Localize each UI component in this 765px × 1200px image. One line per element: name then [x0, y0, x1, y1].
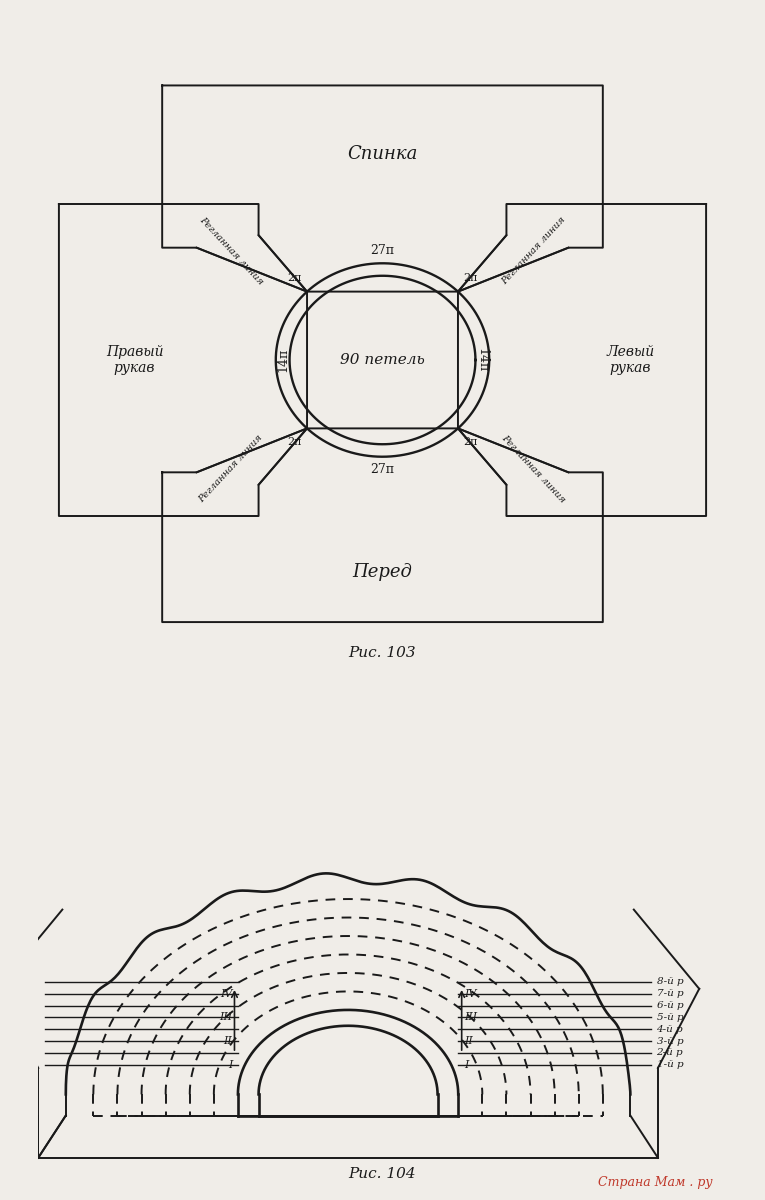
Text: 1-й р: 1-й р	[656, 1061, 683, 1069]
Text: Правый
рукав: Правый рукав	[106, 344, 164, 376]
Text: Рис. 103: Рис. 103	[349, 646, 416, 660]
Text: 2-й р: 2-й р	[656, 1049, 683, 1057]
Text: Страна Мам . ру: Страна Мам . ру	[598, 1176, 713, 1189]
Text: 90 петель: 90 петель	[340, 353, 425, 367]
Text: 27п: 27п	[370, 245, 395, 257]
Text: 2п: 2п	[288, 272, 302, 283]
Text: 2п: 2п	[288, 437, 302, 448]
Text: III: III	[220, 1013, 233, 1022]
Text: Рис. 104: Рис. 104	[349, 1166, 416, 1181]
Text: Регланная линия: Регланная линия	[197, 215, 265, 287]
Text: 5-й р: 5-й р	[656, 1013, 683, 1022]
Text: Регланная линия: Регланная линия	[500, 215, 568, 287]
Text: Перед: Перед	[353, 563, 412, 581]
Text: Спинка: Спинка	[347, 145, 418, 163]
Text: IV: IV	[220, 989, 233, 998]
Text: 3-й р: 3-й р	[656, 1037, 683, 1045]
Text: 4-й р: 4-й р	[656, 1025, 683, 1033]
Text: 2п: 2п	[463, 272, 477, 283]
Text: 14п: 14п	[276, 348, 289, 372]
Text: 14п: 14п	[476, 348, 489, 372]
Text: 8-й р: 8-й р	[656, 977, 683, 986]
Text: 7-й р: 7-й р	[656, 989, 683, 998]
Text: Левый
рукав: Левый рукав	[607, 344, 654, 376]
Text: II: II	[464, 1036, 473, 1046]
Text: I: I	[464, 1060, 468, 1070]
Text: 6-й р: 6-й р	[656, 1001, 683, 1010]
Text: Регланная линия: Регланная линия	[197, 433, 265, 505]
Text: I: I	[228, 1060, 233, 1070]
Text: Регланная линия: Регланная линия	[500, 433, 568, 505]
Text: IV: IV	[464, 989, 476, 998]
Text: 27п: 27п	[370, 463, 395, 475]
Text: II: II	[223, 1036, 233, 1046]
Text: III: III	[464, 1013, 477, 1022]
Text: 2п: 2п	[463, 437, 477, 448]
